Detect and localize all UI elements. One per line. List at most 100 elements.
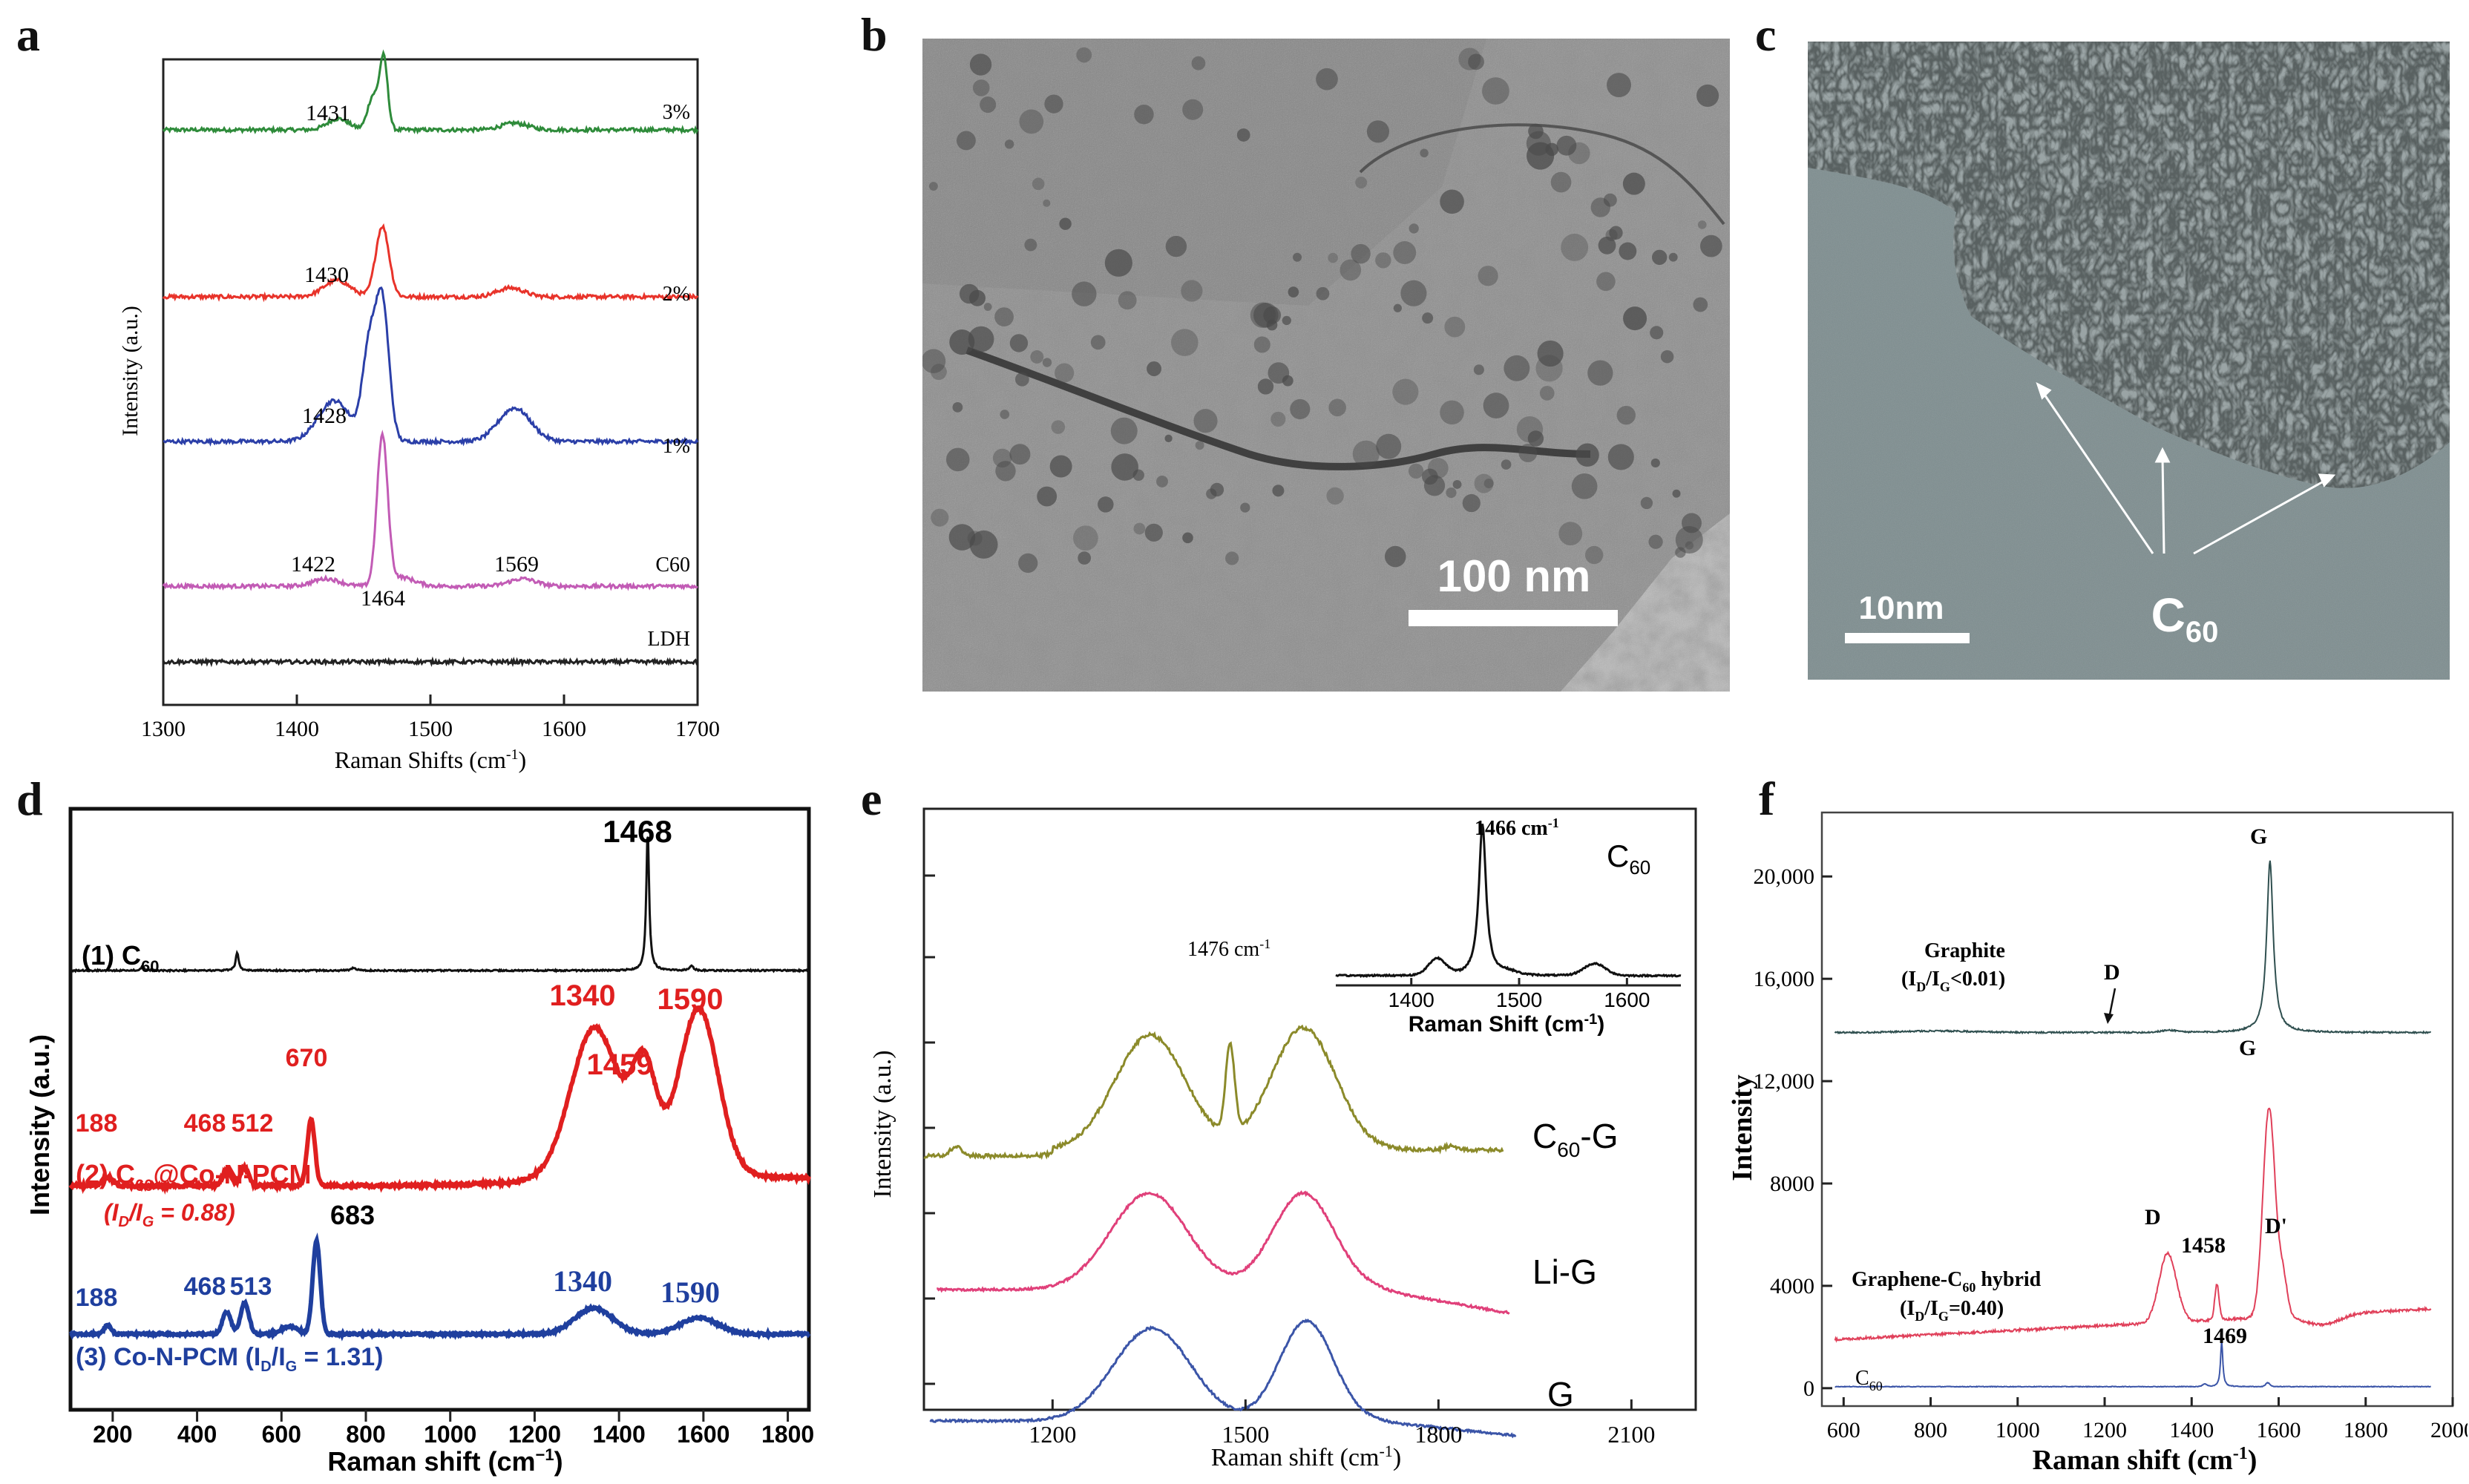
peak-label-1340-red: 1340 [550,979,616,1012]
nanoparticle [1072,525,1098,551]
nanoparticle [1014,372,1029,387]
scale-bar-label-b: 100 nm [1437,551,1591,601]
f-y-tick-label: 0 [1803,1376,1814,1401]
panel-label-d: d [16,772,43,825]
series-label-c60-g: C60-G [1532,1117,1619,1161]
chart-f-ylabel: Intensity [1729,1074,1758,1181]
e-x-tick-label: 1200 [1029,1421,1076,1448]
label-graphite: Graphite [1924,939,2005,962]
peak-label-d-hybrid: D [2145,1205,2161,1229]
nanoparticle [1400,280,1427,306]
nanoparticle [1375,252,1391,269]
peak-label-g-hybrid: G [2239,1036,2256,1060]
chart-e-frame [922,807,1697,1411]
nanoparticle [1444,316,1466,338]
d-x-tick-label: 1800 [761,1421,814,1448]
nanoparticle [969,53,992,76]
nanoparticle [948,524,976,551]
nanoparticle [1660,349,1674,364]
nanoparticle [1351,243,1371,264]
nanoparticle [1584,545,1604,565]
nanoparticle [1032,177,1045,191]
curve-c60-f [1834,1340,2431,1388]
nanoparticle [959,283,980,304]
nanoparticle [1236,128,1250,142]
nanoparticle [1696,84,1719,107]
nanoparticle [1240,502,1250,513]
peak-label-1431: 1431 [306,101,350,125]
nanoparticle [1210,482,1224,497]
arrow-d-graphite [2108,988,2116,1019]
f-x-tick-label: 1200 [2082,1418,2127,1442]
nanoparticle [1672,489,1681,498]
nanoparticle [1393,303,1402,312]
curve-li-g [937,1190,1510,1315]
d-x-tick-label: 1400 [593,1421,646,1448]
peak-label-1590-red: 1590 [658,983,724,1016]
nanoparticle [1650,458,1660,468]
nanoparticle [1409,223,1419,234]
edge-line [1359,123,1725,226]
series-label-1pct: 1% [663,435,690,458]
curve-a-3 [162,430,698,591]
f-x-tick-label: 1400 [2169,1418,2214,1442]
d-x-tick-label: 1200 [508,1421,561,1448]
nanoparticle [1257,378,1274,395]
panel-label-e: e [861,772,882,825]
nanoparticle [1253,303,1279,328]
nanoparticle [922,349,946,374]
f-y-tick-label: 16,000 [1754,967,1815,991]
nanoparticle [1182,99,1204,120]
nanoparticle [1018,553,1038,574]
peak-label-1430: 1430 [304,263,349,287]
nanoparticle [1420,148,1429,157]
peak-label-188-blue: 188 [76,1284,118,1312]
chart-a-xlabel: Raman Shifts (cm-1) [335,746,526,773]
nanoparticle [1328,398,1346,417]
nanoparticle [1282,375,1293,387]
curve-g [929,1318,1517,1439]
nanoparticle [1393,241,1417,264]
peak-label-1464: 1464 [361,586,405,611]
nanoparticle [1164,434,1173,443]
nanoparticle [1527,430,1544,447]
nanoparticle [1598,236,1616,255]
ratio-label-088: (ID/IG = 0.88) [104,1199,235,1230]
label-c60-f: C60 [1855,1367,1883,1393]
nanoparticle [1545,142,1558,157]
nanoparticle [1340,259,1362,281]
a-x-tick-label: 1300 [141,717,186,741]
e-x-tick-label: 1500 [1222,1421,1269,1448]
peak-label-1469: 1469 [2203,1324,2247,1348]
peak-label-1569: 1569 [494,552,539,577]
nanoparticle [1440,189,1464,214]
a-x-tick-label: 1700 [675,717,720,741]
peak-label-1340-blue: 1340 [553,1264,612,1298]
nanoparticle [1076,47,1092,63]
series-label-g: G [1547,1375,1574,1414]
a-x-tick-label: 1500 [408,717,453,741]
f-x-tick-label: 1600 [2257,1418,2301,1442]
nanoparticle [1452,479,1462,489]
nanoparticle [1587,360,1613,386]
nanoparticle [1504,355,1530,381]
nanoparticle [1483,393,1509,418]
peak-label-1468: 1468 [603,814,672,849]
c60-annotation: C60 [2151,588,2219,649]
nanoparticle [1668,252,1678,262]
label-graphite-ratio: (ID/IG<0.01) [1901,968,2005,994]
peak-label-468-red: 468 [184,1109,226,1137]
nanoparticle [1392,378,1419,405]
curve-a-0 [162,49,699,135]
chart-f-frame [1820,811,2454,1408]
nanoparticle [1191,56,1206,70]
nanoparticle [1037,486,1058,507]
nanoparticle [1483,479,1494,489]
series-label-ldh: LDH [647,628,690,651]
curve-graphite [1834,860,2431,1035]
nanoparticle [1558,522,1583,546]
nanoparticle [1134,104,1154,125]
nanoparticle [1090,335,1106,350]
nanoparticle [1384,545,1406,568]
